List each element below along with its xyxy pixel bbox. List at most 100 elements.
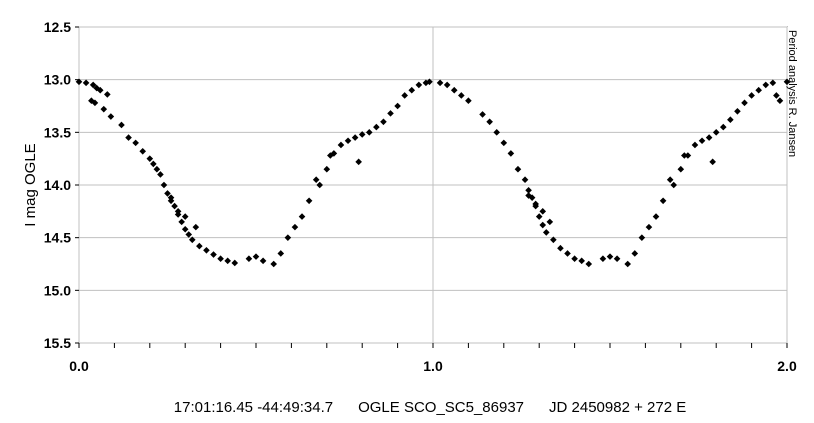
data-point — [146, 155, 154, 162]
data-point — [507, 150, 515, 157]
y-tick-label: 13.0 — [44, 72, 71, 88]
data-point — [224, 257, 231, 265]
data-point — [373, 123, 380, 131]
data-point — [539, 208, 547, 215]
data-point — [727, 116, 734, 123]
data-points — [75, 78, 791, 268]
data-point — [769, 79, 777, 87]
data-point — [387, 110, 394, 117]
y-tick-label: 13.5 — [44, 124, 71, 140]
data-point — [638, 234, 646, 241]
data-point — [599, 255, 607, 263]
data-point — [305, 197, 313, 205]
data-point — [450, 86, 458, 94]
data-point — [546, 218, 554, 226]
data-point — [394, 102, 401, 110]
data-point — [178, 218, 185, 226]
data-point — [443, 81, 451, 89]
data-point — [734, 107, 741, 115]
data-point — [351, 134, 359, 141]
data-point — [550, 236, 557, 244]
data-point — [118, 121, 125, 129]
data-point — [564, 250, 571, 257]
data-point — [358, 131, 366, 138]
data-point — [578, 257, 585, 265]
data-point — [585, 260, 593, 268]
data-point — [150, 160, 157, 168]
data-point — [188, 236, 196, 244]
data-point — [107, 113, 115, 120]
data-point — [719, 123, 727, 131]
data-point — [542, 229, 550, 236]
data-point — [525, 192, 532, 199]
data-point — [659, 197, 667, 205]
data-point — [380, 118, 387, 126]
caption: 17:01:16.45 -44:49:34.7 OGLE SCO_SC5_869… — [174, 399, 686, 416]
data-point — [245, 255, 253, 263]
data-point — [203, 247, 210, 254]
data-point — [196, 242, 203, 250]
x-tick-label: 1.0 — [423, 358, 443, 374]
data-point — [270, 260, 277, 268]
data-point — [606, 253, 614, 260]
data-point — [712, 129, 720, 136]
data-point — [773, 92, 780, 99]
data-point — [401, 92, 408, 99]
data-point — [493, 129, 501, 136]
y-tick-label: 15.0 — [44, 282, 71, 298]
data-point — [762, 81, 770, 89]
data-point — [528, 194, 536, 201]
data-point — [525, 186, 532, 194]
data-point — [666, 176, 674, 184]
data-point — [426, 78, 433, 86]
data-point — [624, 260, 631, 268]
data-point — [415, 81, 423, 89]
data-point — [125, 134, 132, 141]
data-point — [631, 250, 639, 257]
y-tick-label: 14.0 — [44, 177, 71, 193]
data-point — [323, 165, 331, 173]
y-axis-label: I mag OGLE — [22, 143, 39, 226]
data-point — [312, 176, 320, 184]
y-tick-label: 12.5 — [44, 19, 71, 35]
data-point — [535, 213, 543, 220]
data-point — [153, 165, 161, 173]
x-tick-label: 2.0 — [777, 358, 797, 374]
data-point — [337, 141, 345, 149]
data-point — [284, 234, 292, 241]
data-point — [521, 176, 529, 184]
data-point — [277, 250, 285, 257]
data-point — [514, 165, 522, 173]
data-point — [167, 194, 175, 201]
data-point — [479, 111, 486, 118]
data-point — [192, 223, 200, 231]
data-point — [291, 223, 299, 231]
data-point — [330, 150, 338, 157]
y-tick-label: 15.5 — [44, 335, 71, 351]
data-point — [465, 97, 472, 105]
data-point — [327, 152, 334, 159]
data-point — [259, 257, 267, 265]
data-point — [709, 158, 716, 166]
data-point — [231, 259, 239, 267]
data-point — [355, 158, 362, 166]
data-point — [181, 213, 189, 220]
data-point — [157, 171, 164, 178]
data-point — [96, 86, 104, 94]
data-point — [100, 105, 108, 113]
data-point — [139, 147, 147, 155]
y-tick-labels: 12.5 13.0 13.5 14.0 14.5 15.0 15.5 — [44, 19, 71, 351]
data-point — [82, 79, 90, 87]
data-point — [408, 86, 416, 94]
data-point — [104, 91, 111, 98]
data-point — [365, 129, 373, 136]
side-note: Period analysis R. Jansen — [786, 30, 798, 157]
data-point — [705, 134, 713, 141]
data-point — [164, 190, 171, 197]
data-point — [670, 181, 678, 189]
data-point — [210, 251, 217, 258]
data-point — [458, 92, 465, 99]
data-point — [500, 139, 508, 147]
x-tick-labels: 0.0 1.0 2.0 — [69, 358, 797, 374]
data-point — [691, 141, 699, 149]
